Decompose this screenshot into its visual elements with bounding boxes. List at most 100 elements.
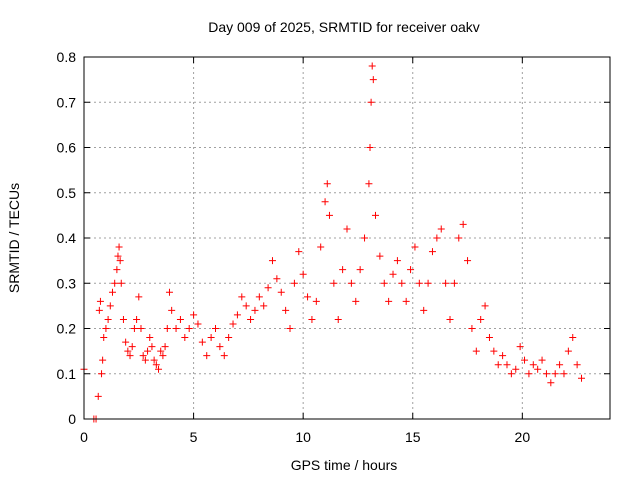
data-point <box>106 302 114 310</box>
data-point <box>122 338 130 346</box>
data-point <box>229 320 237 328</box>
data-point <box>181 334 189 342</box>
data-point <box>104 315 112 323</box>
data-point <box>542 370 550 378</box>
data-point <box>380 279 388 287</box>
data-point <box>415 279 423 287</box>
data-point <box>455 234 463 242</box>
y-tick-label: 0.6 <box>57 140 77 156</box>
data-point <box>365 180 373 188</box>
data-point <box>433 234 441 242</box>
y-tick-label: 0.3 <box>57 275 77 291</box>
data-point <box>560 370 568 378</box>
data-point <box>556 361 564 369</box>
data-point <box>393 257 401 265</box>
y-tick-label: 0 <box>68 411 76 427</box>
data-point <box>578 374 586 382</box>
data-point <box>477 315 485 323</box>
data-point <box>95 306 103 314</box>
data-point <box>124 347 132 355</box>
data-point <box>325 211 333 219</box>
data-point <box>368 62 376 70</box>
data-point <box>117 279 125 287</box>
data-point <box>299 270 307 278</box>
data-point <box>485 334 493 342</box>
data-point <box>273 275 281 283</box>
data-point <box>172 325 180 332</box>
data-point <box>198 338 206 346</box>
data-point <box>428 248 436 256</box>
data-point <box>538 356 546 364</box>
data-point <box>450 279 458 287</box>
data-point <box>347 279 355 287</box>
data-point <box>525 370 533 378</box>
data-point <box>113 266 121 274</box>
data-point <box>468 325 476 332</box>
data-point <box>516 343 524 351</box>
x-tick-label: 10 <box>295 429 311 445</box>
data-point <box>367 98 375 106</box>
data-point <box>424 279 432 287</box>
data-point <box>503 361 511 369</box>
data-point <box>100 334 108 342</box>
data-point <box>264 284 272 292</box>
data-point <box>312 297 320 305</box>
data-point <box>233 311 241 319</box>
data-point <box>157 347 165 355</box>
data-point <box>323 180 331 188</box>
data-point <box>268 257 276 265</box>
data-point <box>220 352 228 360</box>
data-point <box>308 315 316 323</box>
data-point <box>139 352 147 360</box>
data-point <box>494 361 502 369</box>
data-point <box>376 252 384 260</box>
data-point <box>481 302 489 310</box>
data-point <box>216 343 224 351</box>
x-tick-label: 20 <box>515 429 531 445</box>
data-point <box>135 293 143 301</box>
data-point <box>168 306 176 314</box>
y-tick-label: 0.5 <box>57 185 77 201</box>
data-point <box>225 334 233 342</box>
y-tick-label: 0.8 <box>57 49 77 65</box>
data-point <box>126 352 134 360</box>
data-point <box>361 234 369 242</box>
data-point <box>547 379 555 387</box>
data-point <box>212 325 219 332</box>
data-point <box>141 356 149 364</box>
data-point <box>161 343 169 351</box>
data-point <box>411 243 419 251</box>
data-point <box>464 257 472 265</box>
data-point <box>155 365 163 373</box>
data-point <box>144 347 152 355</box>
data-point <box>130 325 138 332</box>
data-point <box>190 311 198 319</box>
chart-title: Day 009 of 2025, SRMTID for receiver oak… <box>208 19 480 35</box>
data-point <box>339 266 347 274</box>
data-point <box>159 352 167 360</box>
data-point <box>420 306 428 314</box>
data-point <box>573 361 581 369</box>
data-point <box>521 356 529 364</box>
data-point <box>317 243 325 251</box>
data-point <box>108 288 116 296</box>
y-axis-label: SRMTID / TECUs <box>6 183 22 293</box>
data-point <box>304 293 312 301</box>
data-points <box>80 62 586 423</box>
data-point <box>366 144 374 151</box>
y-tick-label: 0.2 <box>57 321 77 337</box>
data-point <box>389 270 397 278</box>
data-point <box>499 352 507 360</box>
data-point <box>115 243 123 251</box>
data-point <box>194 320 202 328</box>
data-point <box>260 302 268 310</box>
data-point <box>176 315 184 323</box>
data-point <box>569 334 577 342</box>
data-point <box>146 334 154 342</box>
data-point <box>99 356 107 364</box>
data-point <box>148 343 156 351</box>
data-point <box>564 347 572 355</box>
data-point <box>330 279 338 287</box>
data-point <box>98 370 106 378</box>
